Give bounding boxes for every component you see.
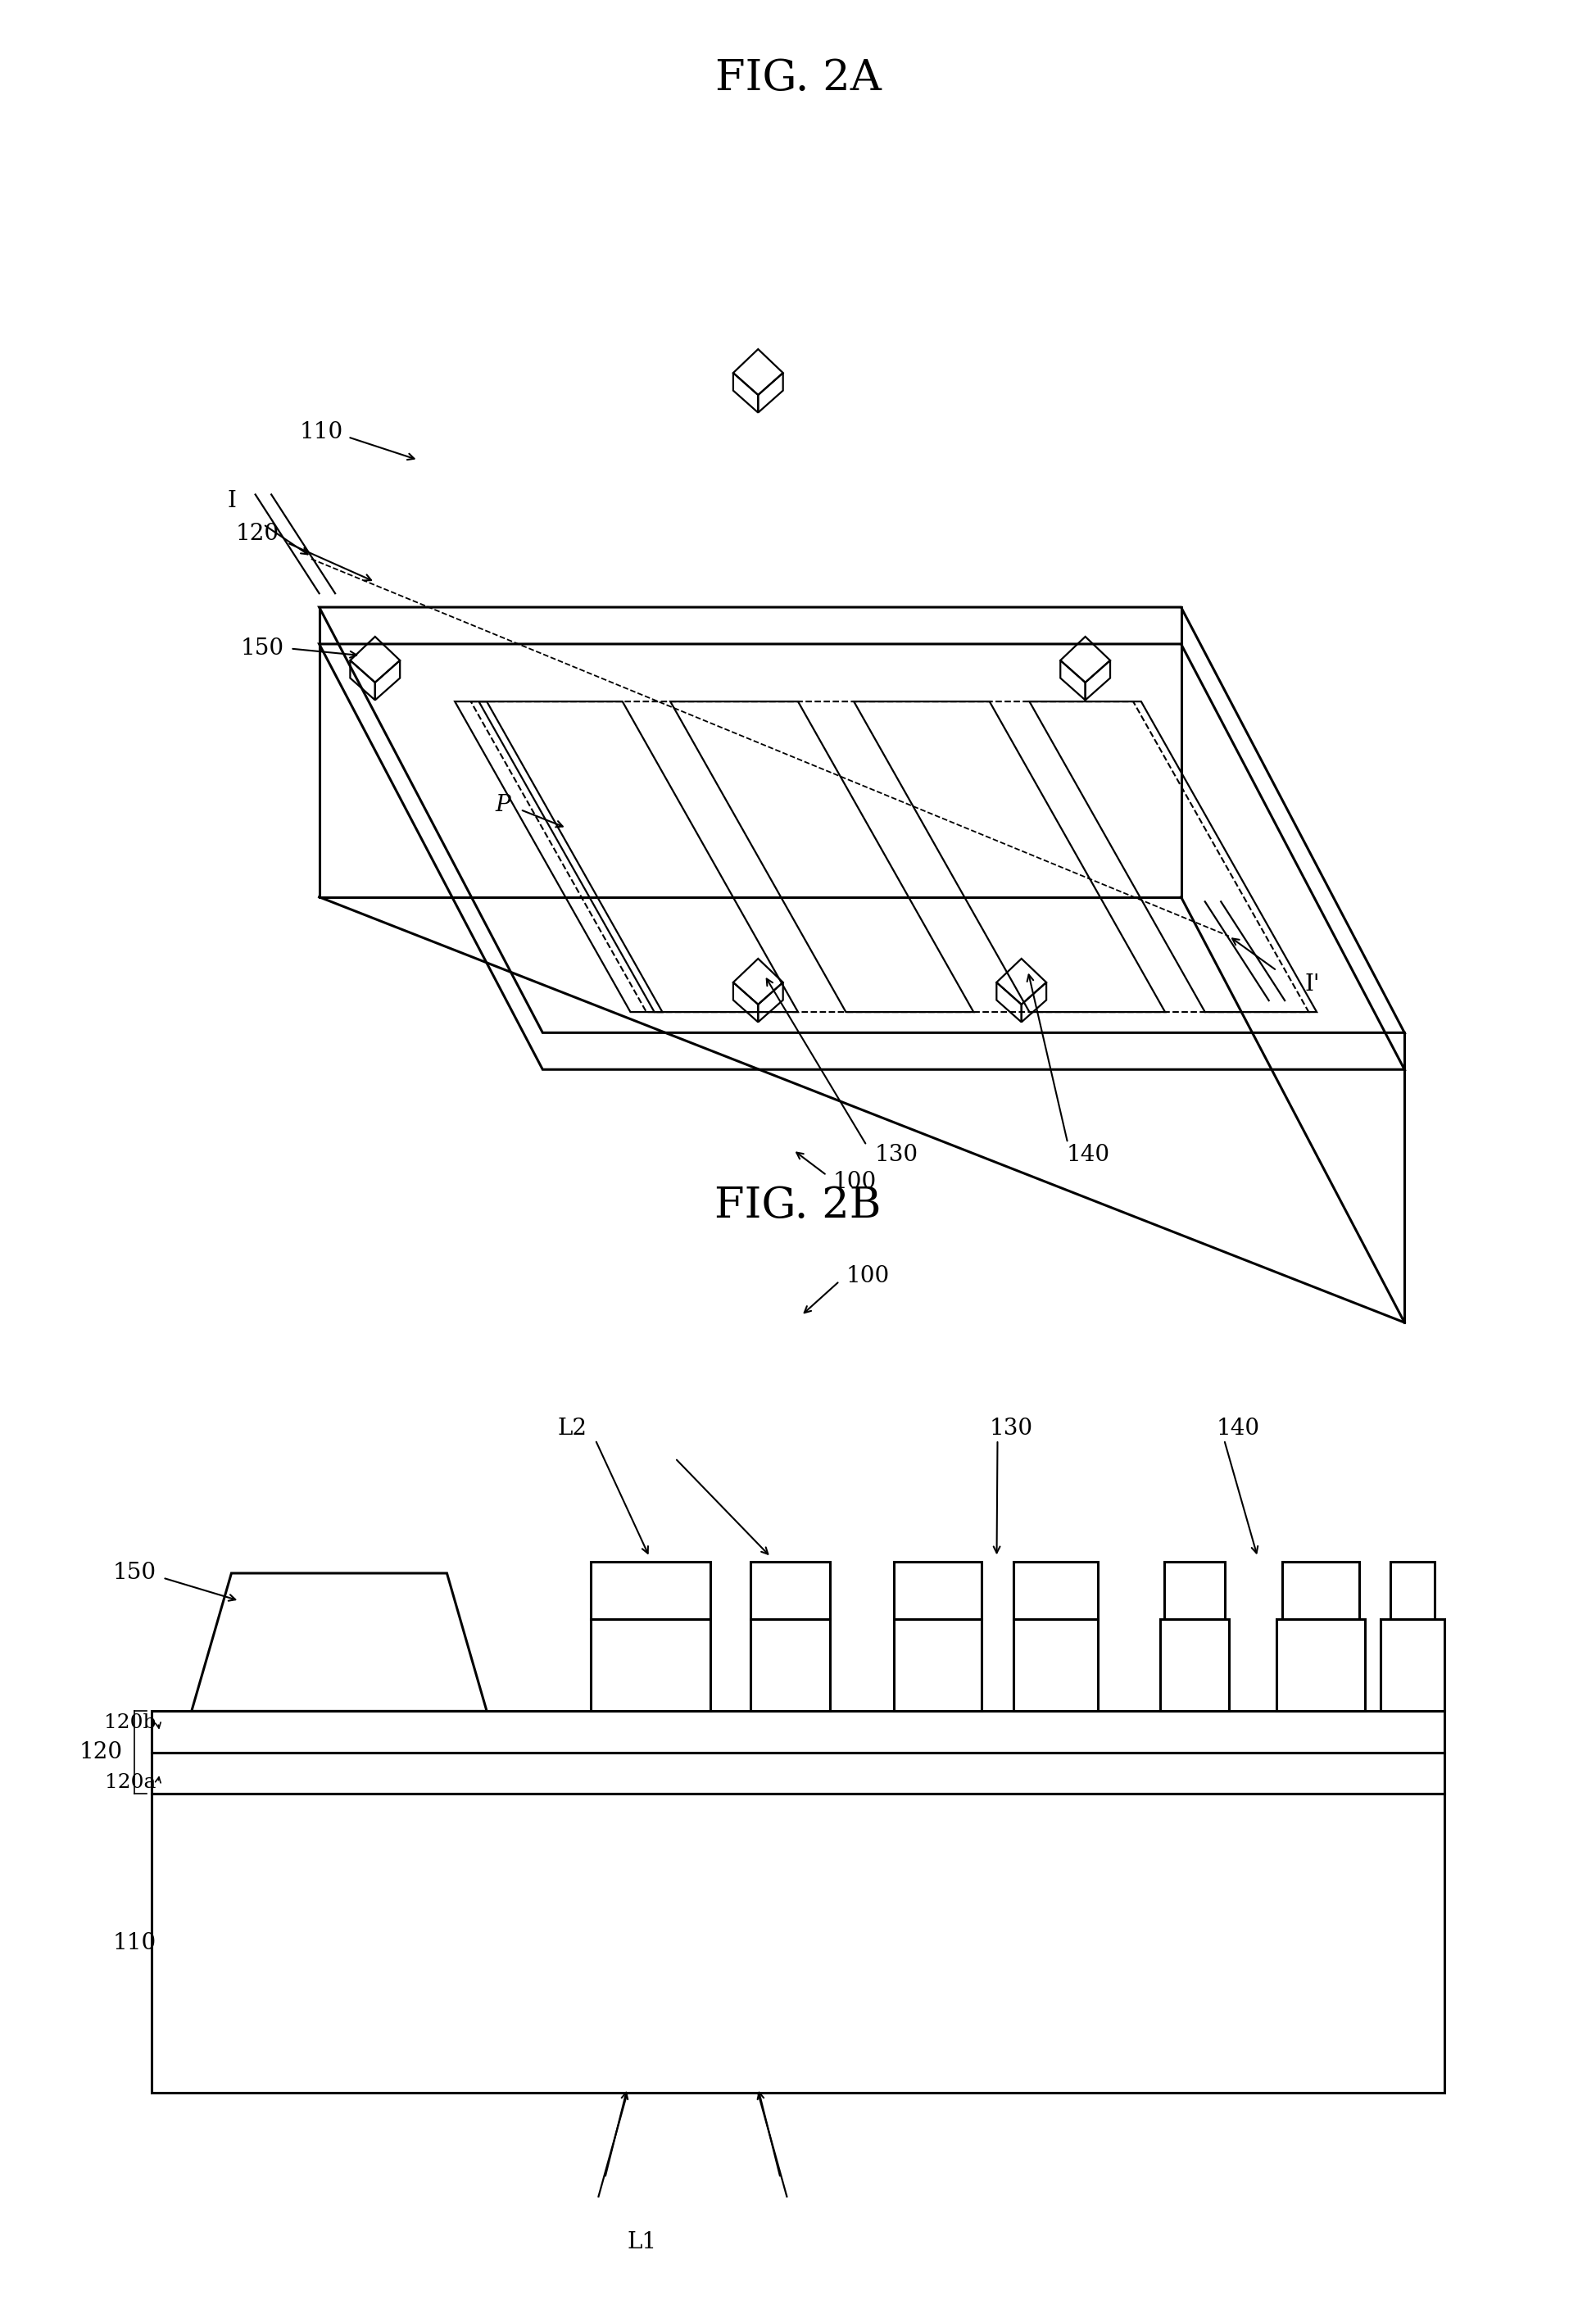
Text: P: P [495, 794, 511, 817]
Text: 130: 130 [875, 1143, 918, 1166]
Bar [894, 1619, 982, 1711]
Bar [152, 1794, 1444, 2093]
Bar [152, 1753, 1444, 1794]
Text: I': I' [1304, 973, 1320, 996]
Bar [1282, 1562, 1360, 1619]
Text: 100: 100 [846, 1265, 889, 1288]
Text: FIG. 2B: FIG. 2B [715, 1184, 881, 1226]
Text: 150: 150 [113, 1562, 156, 1585]
Text: L2: L2 [559, 1417, 587, 1440]
Text: I: I [227, 490, 236, 513]
Bar [750, 1562, 830, 1619]
Text: 110: 110 [300, 421, 343, 444]
Text: 130: 130 [990, 1417, 1033, 1440]
Bar [894, 1562, 982, 1619]
Bar [1277, 1619, 1365, 1711]
Text: 100: 100 [833, 1171, 876, 1194]
Text: L1: L1 [627, 2231, 658, 2254]
Bar [591, 1619, 710, 1711]
Bar [152, 1711, 1444, 1753]
Bar [1160, 1619, 1229, 1711]
Text: 140: 140 [1216, 1417, 1259, 1440]
Bar [1381, 1619, 1444, 1711]
Bar [750, 1619, 830, 1711]
Bar [1165, 1562, 1224, 1619]
Bar [1013, 1619, 1098, 1711]
Bar [1390, 1562, 1435, 1619]
Bar [1013, 1562, 1098, 1619]
Text: 150: 150 [241, 637, 284, 660]
Text: 120: 120 [80, 1741, 123, 1764]
Text: 120a: 120a [105, 1773, 156, 1792]
Text: 140: 140 [1066, 1143, 1109, 1166]
Text: 110: 110 [113, 1932, 156, 1955]
Bar [591, 1562, 710, 1619]
Text: 120b: 120b [104, 1714, 156, 1732]
Text: FIG. 2A: FIG. 2A [715, 58, 881, 99]
Text: 120: 120 [236, 522, 279, 545]
